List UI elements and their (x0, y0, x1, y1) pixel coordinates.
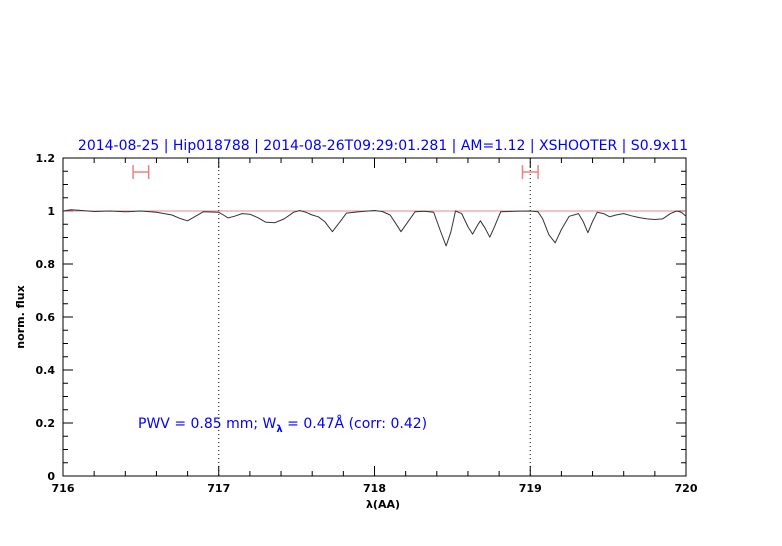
y-tick-label: 0.8 (36, 258, 56, 271)
y-tick-label: 1 (47, 205, 55, 218)
x-tick-label: 716 (52, 482, 75, 495)
x-tick-label: 718 (363, 482, 386, 495)
x-tick-label: 720 (675, 482, 698, 495)
y-tick-label: 0.6 (36, 311, 56, 324)
y-tick-label: 0.4 (36, 364, 56, 377)
annotation-prefix: PWV = 0.85 mm; W (138, 416, 277, 432)
y-tick-label: 0.2 (36, 417, 56, 430)
pwv-annotation: PWV = 0.85 mm; Wλ = 0.47Å (corr: 0.42) (138, 415, 427, 435)
x-tick-label: 719 (519, 482, 542, 495)
y-tick-label: 0 (47, 470, 55, 483)
chart-title: 2014-08-25 | Hip018788 | 2014-08-26T09:2… (78, 138, 688, 154)
y-axis-label: norm. flux (14, 285, 27, 348)
x-tick-label: 717 (207, 482, 230, 495)
spectrum-line (62, 209, 687, 247)
y-tick-label: 1.2 (36, 152, 56, 165)
x-axis-label: λ(AA) (366, 498, 400, 511)
annotation-suffix: = 0.47Å (corr: 0.42) (283, 415, 427, 432)
annotation-subscript: λ (276, 424, 283, 435)
